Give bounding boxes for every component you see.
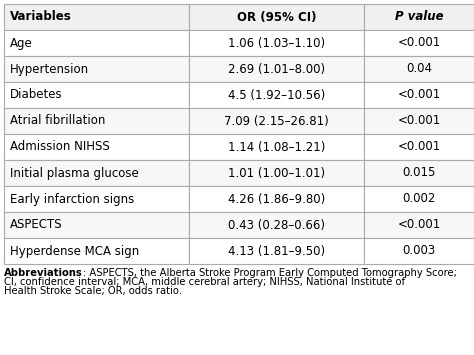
Text: 7.09 (2.15–26.81): 7.09 (2.15–26.81) (224, 115, 329, 127)
Text: 1.06 (1.03–1.10): 1.06 (1.03–1.10) (228, 37, 325, 49)
Text: CI, confidence interval; MCA, middle cerebral artery; NIHSS, National Institute : CI, confidence interval; MCA, middle cer… (4, 277, 405, 287)
Bar (4, 108, 189, 134)
Bar (364, 238, 474, 264)
Text: ASPECTS: ASPECTS (10, 218, 63, 231)
Text: Hyperdense MCA sign: Hyperdense MCA sign (10, 245, 139, 257)
Text: Variables: Variables (10, 11, 72, 23)
Text: OR (95% CI): OR (95% CI) (237, 11, 316, 23)
Bar (364, 56, 474, 82)
Text: 4.13 (1.81–9.50): 4.13 (1.81–9.50) (228, 245, 325, 257)
Text: <0.001: <0.001 (397, 218, 441, 231)
Bar (364, 186, 474, 212)
Bar (4, 212, 189, 238)
Text: <0.001: <0.001 (397, 141, 441, 153)
Text: 0.002: 0.002 (402, 192, 436, 206)
Text: <0.001: <0.001 (397, 37, 441, 49)
Bar (189, 56, 364, 82)
Bar (189, 108, 364, 134)
Text: P value: P value (395, 11, 443, 23)
Text: 1.14 (1.08–1.21): 1.14 (1.08–1.21) (228, 141, 325, 153)
Text: Initial plasma glucose: Initial plasma glucose (10, 166, 139, 180)
Text: 0.003: 0.003 (402, 245, 436, 257)
Text: 0.43 (0.28–0.66): 0.43 (0.28–0.66) (228, 218, 325, 231)
Bar (4, 4, 189, 30)
Text: <0.001: <0.001 (397, 88, 441, 102)
Bar (189, 160, 364, 186)
Bar (364, 82, 474, 108)
Text: Abbreviations: Abbreviations (4, 268, 83, 278)
Bar (189, 134, 364, 160)
Bar (364, 160, 474, 186)
Text: 4.26 (1.86–9.80): 4.26 (1.86–9.80) (228, 192, 325, 206)
Bar (189, 186, 364, 212)
Text: : ASPECTS, the Alberta Stroke Program Early Computed Tomography Score;: : ASPECTS, the Alberta Stroke Program Ea… (83, 268, 456, 278)
Bar (189, 238, 364, 264)
Bar (4, 238, 189, 264)
Text: Early infarction signs: Early infarction signs (10, 192, 134, 206)
Bar (4, 56, 189, 82)
Bar (364, 4, 474, 30)
Bar (189, 82, 364, 108)
Text: Admission NIHSS: Admission NIHSS (10, 141, 110, 153)
Text: 1.01 (1.00–1.01): 1.01 (1.00–1.01) (228, 166, 325, 180)
Text: 2.69 (1.01–8.00): 2.69 (1.01–8.00) (228, 62, 325, 76)
Bar (364, 30, 474, 56)
Text: 4.5 (1.92–10.56): 4.5 (1.92–10.56) (228, 88, 325, 102)
Bar (189, 30, 364, 56)
Text: <0.001: <0.001 (397, 115, 441, 127)
Text: Diabetes: Diabetes (10, 88, 63, 102)
Text: Hypertension: Hypertension (10, 62, 89, 76)
Text: Atrial fibrillation: Atrial fibrillation (10, 115, 105, 127)
Bar (4, 82, 189, 108)
Text: Health Stroke Scale; OR, odds ratio.: Health Stroke Scale; OR, odds ratio. (4, 286, 182, 296)
Bar (189, 212, 364, 238)
Bar (364, 134, 474, 160)
Bar (364, 108, 474, 134)
Bar (4, 160, 189, 186)
Bar (4, 186, 189, 212)
Bar (4, 134, 189, 160)
Bar (4, 30, 189, 56)
Text: Age: Age (10, 37, 33, 49)
Text: 0.015: 0.015 (402, 166, 436, 180)
Bar (189, 4, 364, 30)
Text: 0.04: 0.04 (406, 62, 432, 76)
Bar (364, 212, 474, 238)
